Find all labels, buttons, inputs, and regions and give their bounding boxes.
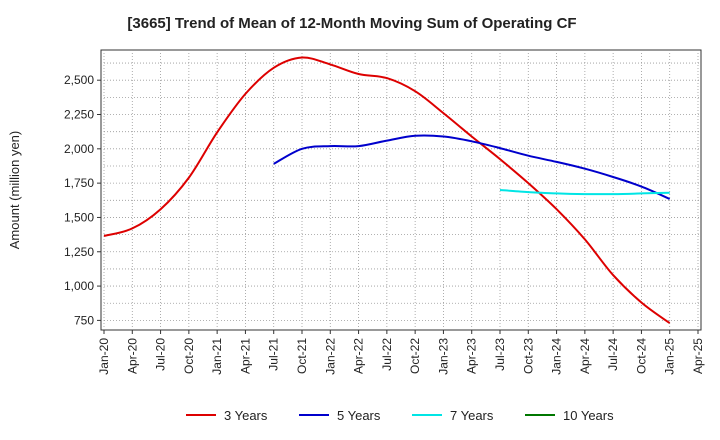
y-tick-label: 2,500	[64, 73, 94, 87]
x-tick-label: Jan-20	[97, 338, 111, 375]
y-tick-label: 1,750	[64, 176, 94, 190]
x-tick-label: Oct-24	[634, 338, 648, 374]
x-tick-label: Jan-25	[663, 338, 677, 375]
y-axis-ticks: 750 1,000 1,250 1,500 1,750 2,000 2,250 2,500	[64, 73, 101, 327]
x-tick-label: Jan-21	[210, 338, 224, 375]
x-tick-label: Apr-24	[578, 338, 592, 374]
y-tick-label: 1,500	[64, 210, 94, 224]
x-tick-label: Apr-25	[691, 338, 705, 374]
legend-label: 7 Years	[450, 408, 494, 423]
y-tick-label: 1,000	[64, 279, 94, 293]
y-tick-label: 750	[74, 313, 94, 327]
plot-area	[100, 49, 702, 331]
legend-label: 3 Years	[224, 408, 268, 423]
y-tick-label: 2,000	[64, 142, 94, 156]
y-axis-label: Amount (million yen)	[7, 131, 22, 250]
chart-title: [3665] Trend of Mean of 12-Month Moving …	[127, 15, 576, 32]
grid	[101, 50, 701, 330]
series-lines	[103, 56, 671, 324]
legend: 3 Years 5 Years 7 Years 10 Years	[186, 408, 614, 423]
x-tick-label: Oct-21	[295, 338, 309, 374]
legend-label: 10 Years	[563, 408, 614, 423]
series-line-7-years	[499, 189, 670, 196]
x-axis-ticks: Jan-20 Apr-20 Jul-20 Oct-20 Jan-21 Apr-21 Jul-…	[97, 330, 705, 375]
x-tick-label: Apr-23	[465, 338, 479, 374]
y-tick-label: 1,250	[64, 245, 94, 259]
x-tick-label: Oct-20	[182, 338, 196, 374]
x-tick-label: Jan-24	[550, 338, 564, 375]
series-line-5-years	[273, 134, 671, 200]
x-tick-label: Oct-22	[408, 338, 422, 374]
x-tick-label: Apr-20	[125, 338, 139, 374]
legend-label: 5 Years	[337, 408, 381, 423]
series-line-3-years	[103, 56, 671, 324]
x-tick-label: Apr-22	[352, 338, 366, 374]
x-tick-label: Jul-20	[154, 338, 168, 371]
x-tick-label: Jul-24	[606, 338, 620, 371]
x-tick-label: Apr-21	[238, 338, 252, 374]
x-tick-label: Jul-22	[380, 338, 394, 371]
x-tick-label: Oct-23	[521, 338, 535, 374]
x-tick-label: Jul-23	[493, 338, 507, 371]
x-tick-label: Jul-21	[267, 338, 281, 371]
x-tick-label: Jan-22	[323, 338, 337, 375]
y-tick-label: 2,250	[64, 108, 94, 122]
x-tick-label: Jan-23	[436, 338, 450, 375]
